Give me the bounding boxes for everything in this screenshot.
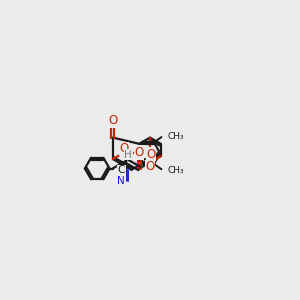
Text: C: C [118,165,125,176]
Text: H: H [124,150,132,160]
Text: O: O [119,142,129,155]
Text: O: O [146,148,156,161]
Text: N: N [117,176,125,186]
Text: CH₃: CH₃ [168,166,184,175]
Text: O: O [134,146,144,159]
Text: O: O [146,160,155,173]
Text: CH₃: CH₃ [168,131,184,140]
Text: O: O [108,114,118,128]
